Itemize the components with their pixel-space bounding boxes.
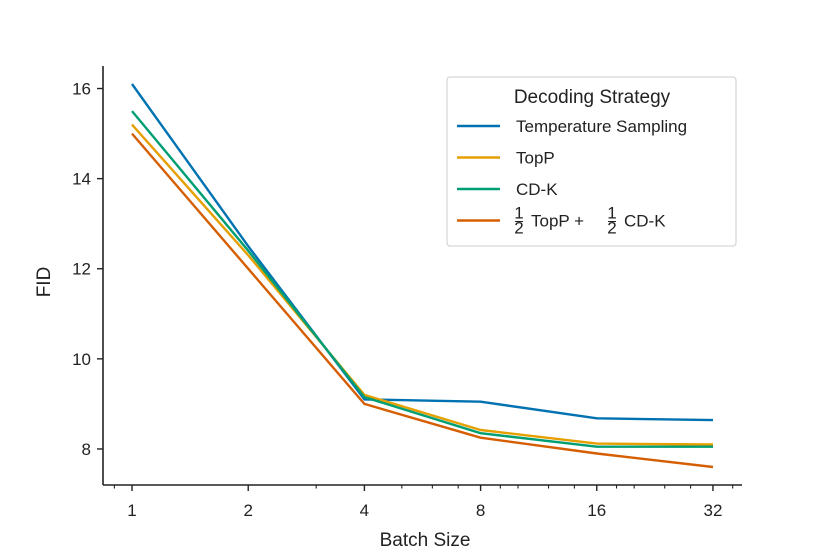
series-line-2 <box>131 123 714 446</box>
x-tick-label: 32 <box>703 501 722 520</box>
x-tick-label: 8 <box>476 501 485 520</box>
x-tick-label: 2 <box>243 501 252 520</box>
y-tick-label: 14 <box>72 170 91 189</box>
series-line-4 <box>131 132 714 469</box>
fraction-numerator: 1 <box>607 204 616 223</box>
y-tick-label: 16 <box>72 80 91 99</box>
series-layer <box>131 83 714 469</box>
series-line-3 <box>131 110 713 448</box>
y-axis-label: FID <box>34 267 55 298</box>
fraction-denominator: 2 <box>514 219 523 238</box>
x-tick-label: 4 <box>360 501 369 520</box>
y-tick-label: 10 <box>72 350 91 369</box>
y-tick-label: 12 <box>72 260 91 279</box>
series-line-1 <box>131 83 714 422</box>
legend-label-part: CD-K <box>624 212 666 231</box>
legend-label-1: Temperature Sampling <box>516 117 687 136</box>
legend-label-4: 12 TopP +12 CD-K <box>514 204 666 238</box>
legend-box <box>446 76 737 247</box>
legend: Decoding Strategy Temperature Sampling To… <box>446 76 737 247</box>
legend-label-part: TopP + <box>531 212 584 231</box>
legend-label-2: TopP <box>516 149 555 168</box>
x-axis-label: Batch Size <box>380 530 471 551</box>
x-axis: 1 2 4 8 16 32 <box>103 484 742 520</box>
y-tick-label: 8 <box>82 440 91 459</box>
legend-label-3: CD-K <box>516 180 558 199</box>
x-tick-label: 16 <box>587 501 606 520</box>
fraction-numerator: 1 <box>514 204 523 223</box>
x-tick-label: 1 <box>127 501 136 520</box>
fraction-denominator: 2 <box>607 219 616 238</box>
legend-title: Decoding Strategy <box>514 87 671 108</box>
y-axis: 8 10 12 14 16 <box>72 66 104 485</box>
